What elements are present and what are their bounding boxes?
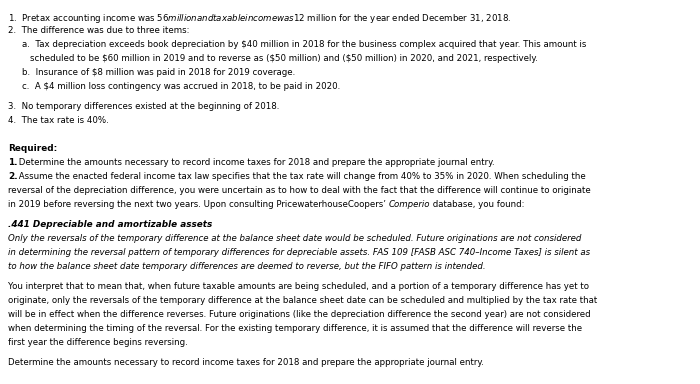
Text: Assume the enacted federal income tax law specifies that the tax rate will chang: Assume the enacted federal income tax la… <box>16 172 586 181</box>
Text: reversal of the depreciation difference, you were uncertain as to how to deal wi: reversal of the depreciation difference,… <box>8 186 591 195</box>
Text: b.  Insurance of $8 million was paid in 2018 for 2019 coverage.: b. Insurance of $8 million was paid in 2… <box>22 68 295 77</box>
Text: 2.: 2. <box>8 172 18 181</box>
Text: 1.: 1. <box>8 158 18 167</box>
Text: when determining the timing of the reversal. For the existing temporary differen: when determining the timing of the rever… <box>8 324 582 333</box>
Text: Comperio: Comperio <box>389 200 430 209</box>
Text: 4.  The tax rate is 40%.: 4. The tax rate is 40%. <box>8 116 108 125</box>
Text: c.  A $4 million loss contingency was accrued in 2018, to be paid in 2020.: c. A $4 million loss contingency was acc… <box>22 82 340 91</box>
Text: in determining the reversal pattern of temporary differences for depreciable ass: in determining the reversal pattern of t… <box>8 248 590 257</box>
Text: 1.  Pretax accounting income was $56 million and taxable income was $12 million : 1. Pretax accounting income was $56 mill… <box>8 12 511 25</box>
Text: database, you found:: database, you found: <box>430 200 525 209</box>
Text: scheduled to be $60 million in 2019 and to reverse as ($50 million) and ($50 mil: scheduled to be $60 million in 2019 and … <box>30 54 538 63</box>
Text: Determine the amounts necessary to record income taxes for 2018 and prepare the : Determine the amounts necessary to recor… <box>16 158 495 167</box>
Text: You interpret that to mean that, when future taxable amounts are being scheduled: You interpret that to mean that, when fu… <box>8 282 589 291</box>
Text: to how the balance sheet date temporary differences are deemed to reverse, but t: to how the balance sheet date temporary … <box>8 262 486 271</box>
Text: .441 Depreciable and amortizable assets: .441 Depreciable and amortizable assets <box>8 220 212 229</box>
Text: first year the difference begins reversing.: first year the difference begins reversi… <box>8 338 188 347</box>
Text: Required:: Required: <box>8 144 57 153</box>
Text: 3.  No temporary differences existed at the beginning of 2018.: 3. No temporary differences existed at t… <box>8 102 279 111</box>
Text: in 2019 before reversing the next two years. Upon consulting PricewaterhouseCoop: in 2019 before reversing the next two ye… <box>8 200 388 209</box>
Text: 2.  The difference was due to three items:: 2. The difference was due to three items… <box>8 26 190 35</box>
Text: a.  Tax depreciation exceeds book depreciation by $40 million in 2018 for the bu: a. Tax depreciation exceeds book depreci… <box>22 40 587 49</box>
Text: Determine the amounts necessary to record income taxes for 2018 and prepare the : Determine the amounts necessary to recor… <box>8 358 484 367</box>
Text: will be in effect when the difference reverses. Future originations (like the de: will be in effect when the difference re… <box>8 310 591 319</box>
Text: originate, only the reversals of the temporary difference at the balance sheet d: originate, only the reversals of the tem… <box>8 296 597 305</box>
Text: Only the reversals of the temporary difference at the balance sheet date would b: Only the reversals of the temporary diff… <box>8 234 582 243</box>
